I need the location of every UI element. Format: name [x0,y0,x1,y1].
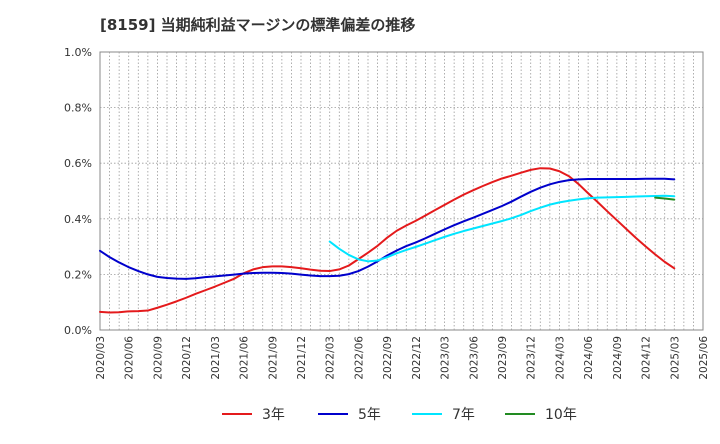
axis-layer: 0.0% 0.2% 0.4% 0.6% 0.8% 1.0% 2020/03 2020/06 20… [64,46,710,380]
x-tick-label: 2025/06 [698,336,710,380]
x-tick-label: 2021/03 [210,336,222,380]
y-tick-label: 0.6% [64,157,92,170]
x-tick-label: 2025/03 [669,336,681,380]
legend: 3年 5年 7年 10年 [222,407,577,423]
x-tick-label: 2020/06 [124,336,136,380]
legend-label: 7年 [452,407,475,423]
y-tick-label: 0.4% [64,213,92,226]
x-tick-label: 2021/09 [267,336,279,380]
grid-layer [100,52,703,330]
x-tick-label: 2020/03 [95,336,107,380]
legend-label: 10年 [545,407,577,423]
x-tick-label: 2024/12 [641,336,653,380]
series-layer [99,167,676,314]
plot-area [99,51,704,331]
x-tick-label: 2023/12 [526,336,538,380]
x-tick-label: 2022/06 [353,336,365,380]
x-tick-label: 2020/12 [181,336,193,380]
y-tick-label: 0.0% [64,324,92,337]
series-line-3年 [99,167,676,314]
series-line-10年 [654,196,676,201]
legend-label: 3年 [262,407,285,423]
x-tick-label: 2023/09 [497,336,509,380]
x-tick-label: 2020/09 [152,336,164,380]
chart-title: [8159] 当期純利益マージンの標準偏差の推移 [100,16,415,34]
x-tick-label: 2021/12 [296,336,308,380]
x-tick-label: 2022/03 [325,336,337,380]
x-tick-label: 2023/06 [468,336,480,380]
x-tick-label: 2024/06 [583,336,595,380]
x-tick-label: 2024/03 [554,336,566,380]
series-line-5年 [99,177,676,280]
x-tick-label: 2022/09 [382,336,394,380]
series-line-7年 [328,194,676,263]
legend-label: 5年 [358,407,381,423]
y-tick-label: 0.2% [64,268,92,281]
y-tick-label: 1.0% [64,46,92,59]
x-tick-label: 2021/06 [239,336,251,380]
y-tick-label: 0.8% [64,102,92,115]
x-tick-label: 2023/03 [440,336,452,380]
x-tick-label: 2024/09 [612,336,624,380]
x-tick-label: 2022/12 [411,336,423,380]
